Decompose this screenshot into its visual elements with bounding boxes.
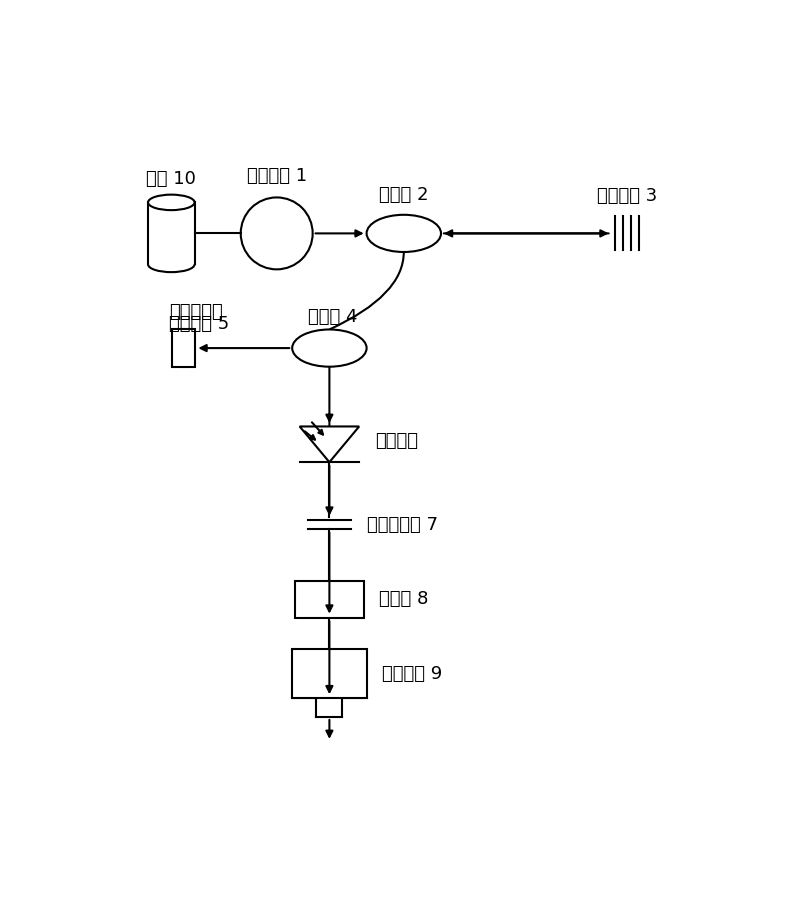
Text: 光纤半导体: 光纤半导体 xyxy=(169,303,222,321)
Ellipse shape xyxy=(148,195,194,210)
Text: 镀膜器件 5: 镀膜器件 5 xyxy=(169,315,229,333)
Text: 宽带光源 1: 宽带光源 1 xyxy=(246,167,306,185)
Text: 去直流耦合 7: 去直流耦合 7 xyxy=(366,515,438,533)
Text: 耦合器 2: 耦合器 2 xyxy=(379,186,429,204)
Bar xyxy=(292,648,366,699)
Text: 数据处理 9: 数据处理 9 xyxy=(382,665,442,682)
Bar xyxy=(172,329,195,367)
Bar xyxy=(295,581,363,618)
Ellipse shape xyxy=(366,215,441,252)
Text: 光电转换: 光电转换 xyxy=(374,432,418,450)
Text: 滤波器 8: 滤波器 8 xyxy=(379,590,428,608)
Ellipse shape xyxy=(292,330,366,366)
Text: 光纤光栅 3: 光纤光栅 3 xyxy=(597,187,657,205)
Text: 环形器 4: 环形器 4 xyxy=(308,308,358,326)
Text: 驱动 10: 驱动 10 xyxy=(146,170,196,188)
